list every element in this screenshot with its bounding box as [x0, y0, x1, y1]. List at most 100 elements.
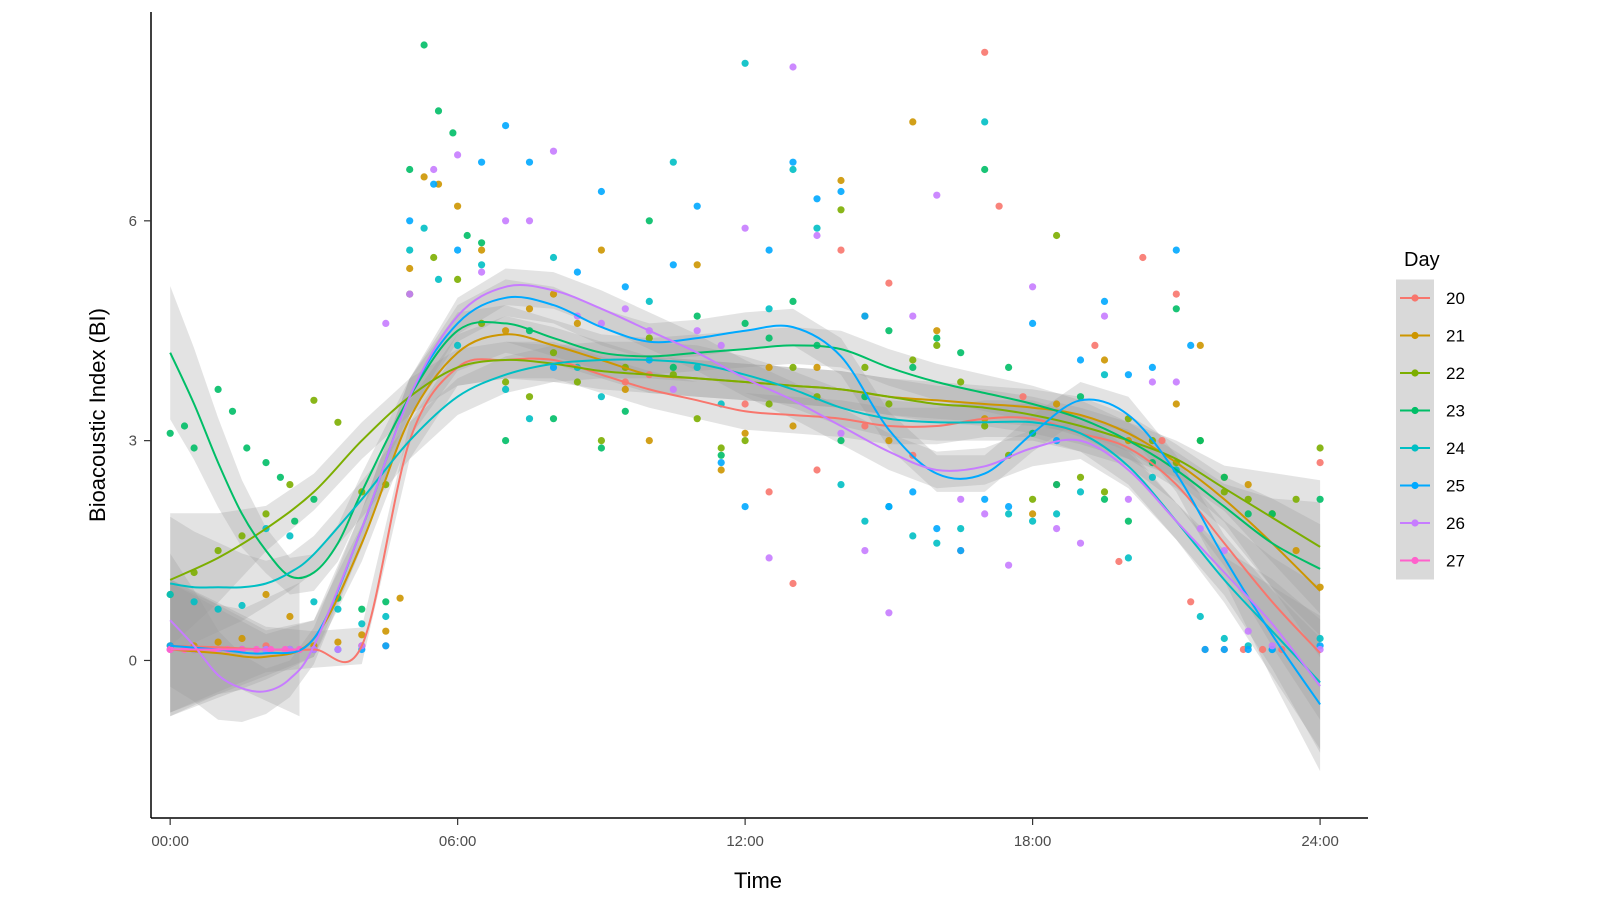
point-day-26-16: [549, 147, 558, 155]
point-day-22-24: [741, 437, 749, 445]
point-day-25-36: [1029, 319, 1037, 327]
legend-key-point-day-22: [1411, 369, 1419, 377]
point-day-20-26: [1139, 253, 1147, 262]
point-day-23-24: [645, 217, 653, 225]
point-day-23-8: [291, 517, 299, 525]
point-day-20-20: [981, 48, 989, 56]
point-day-22-12: [454, 275, 462, 283]
legend-key-point-day-24: [1411, 444, 1419, 452]
point-day-25-33: [957, 547, 965, 555]
point-day-22-6: [310, 396, 318, 404]
point-day-24-24: [741, 59, 749, 67]
point-day-23-28: [741, 319, 749, 327]
point-day-22-3: [238, 532, 246, 540]
point-day-20-27: [1158, 437, 1166, 445]
point-day-23-42: [1076, 393, 1085, 401]
point-day-25-16: [549, 363, 558, 371]
point-day-24-19: [597, 393, 606, 401]
point-day-21-17: [525, 305, 534, 313]
point-day-24-8: [358, 620, 366, 628]
point-day-20-24: [1091, 341, 1099, 349]
legend-label-day-25: 25: [1446, 477, 1465, 496]
point-day-21-32: [909, 118, 917, 126]
point-day-22-20: [645, 334, 653, 342]
point-day-26-23: [717, 341, 725, 349]
point-day-25-32: [933, 525, 941, 533]
point-day-20-11: [741, 400, 749, 408]
point-day-25-44: [1201, 645, 1209, 654]
point-day-24-3: [238, 601, 246, 610]
legend-label-day-23: 23: [1446, 402, 1465, 421]
scatter-points: [166, 41, 1324, 654]
point-day-25-30: [885, 503, 893, 511]
point-day-23-35: [909, 363, 917, 371]
point-day-20-21: [995, 202, 1003, 210]
point-day-24-41: [1148, 473, 1156, 481]
point-day-24-34: [981, 118, 989, 126]
point-day-21-9: [382, 627, 390, 635]
point-day-22-2: [214, 547, 222, 555]
point-day-24-38: [1076, 488, 1085, 496]
point-day-21-5: [286, 612, 294, 621]
x-tick-label: 00:00: [151, 833, 189, 850]
confidence-band-day-23: [170, 286, 1321, 636]
point-day-21-20: [597, 246, 606, 254]
point-day-21-7: [334, 638, 342, 646]
point-day-23-41: [1053, 481, 1061, 489]
point-day-25-21: [669, 261, 677, 269]
point-day-24-33: [957, 525, 965, 533]
y-tick-label: 6: [129, 213, 137, 230]
point-day-21-40: [1196, 341, 1204, 349]
point-day-26-36: [1029, 283, 1037, 291]
point-day-23-23: [621, 407, 629, 415]
point-day-24-29: [861, 517, 869, 525]
legend-label-day-24: 24: [1446, 439, 1465, 458]
point-day-25-9: [382, 642, 390, 650]
point-day-21-37: [1100, 356, 1109, 364]
point-day-24-7: [334, 605, 342, 613]
point-day-26-9: [382, 319, 390, 327]
x-ticks: 00:00 06:00 12:00 18:00 24:00: [151, 818, 1339, 850]
point-day-21-10: [396, 594, 404, 602]
point-day-23-34: [885, 327, 893, 335]
point-day-26-40: [1124, 495, 1132, 503]
confidence-band-day-21: [170, 316, 1321, 717]
point-day-25-46: [1244, 645, 1252, 654]
point-day-23-38: [981, 165, 989, 174]
point-day-24-43: [1196, 612, 1204, 621]
point-day-23-11: [358, 605, 366, 613]
point-day-23-39: [1005, 363, 1013, 371]
point-day-21-35: [1029, 510, 1037, 518]
y-axis-title: Bioacoustic Index (BI): [85, 308, 110, 522]
point-day-25-24: [741, 503, 749, 511]
point-day-24-1: [190, 598, 198, 606]
point-day-26-35: [1005, 561, 1013, 569]
point-day-20-29: [1187, 598, 1195, 606]
point-day-25-34: [981, 495, 989, 503]
point-day-22-47: [1292, 495, 1300, 503]
point-day-21-27: [789, 422, 797, 430]
point-day-22-14: [502, 378, 510, 386]
point-day-23-13: [406, 165, 414, 174]
x-tick-label: 12:00: [726, 833, 764, 850]
point-day-23-47: [1196, 437, 1204, 445]
point-day-25-26: [789, 158, 797, 166]
point-day-26-28: [837, 429, 845, 437]
point-day-26-24: [741, 224, 749, 232]
point-day-26-29: [861, 547, 869, 555]
point-day-24-14: [478, 261, 486, 269]
point-day-26-34: [981, 510, 989, 518]
point-day-24-9: [382, 612, 390, 621]
point-day-25-22: [693, 202, 701, 210]
point-day-23-21: [549, 415, 558, 423]
legend-key-point-day-20: [1411, 294, 1419, 302]
point-day-23-29: [765, 334, 773, 342]
smooth-line-day-20: [170, 357, 1321, 663]
point-day-23-5: [243, 444, 251, 452]
point-day-22-16: [549, 349, 558, 357]
legend-label-day-20: 20: [1446, 289, 1465, 308]
point-day-25-11: [430, 180, 438, 188]
point-day-26-14: [502, 217, 510, 225]
point-day-26-39: [1100, 312, 1109, 320]
